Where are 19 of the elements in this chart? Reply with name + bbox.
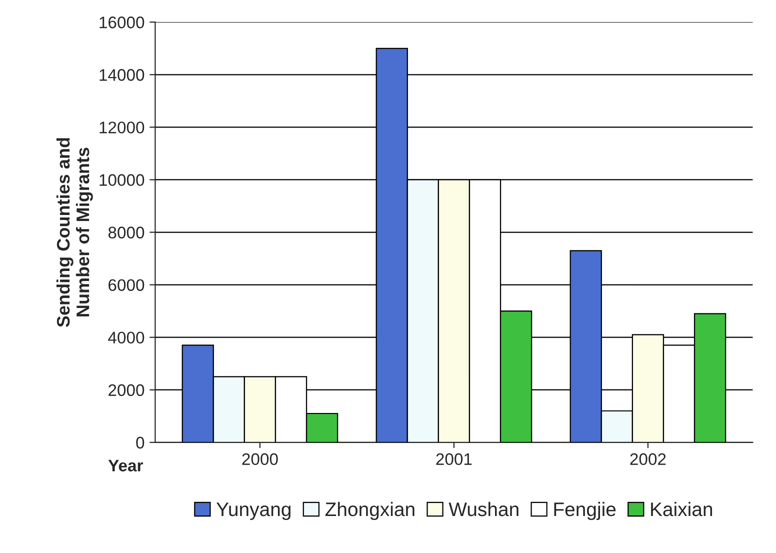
x-tick-label: 2002	[630, 453, 666, 466]
y-tick-label: 16000	[100, 16, 144, 28]
y-tick-label: 14000	[100, 69, 144, 81]
x-tick-label: 2000	[242, 453, 278, 466]
y-tick-label: 2000	[108, 384, 144, 396]
y-tick-label: 10000	[100, 174, 144, 186]
x-tick-label: 2001	[436, 453, 472, 466]
legend-label: Zhongxian	[325, 502, 414, 520]
y-tick-label: 0	[136, 436, 144, 449]
y-axis-title: Sending Counties and Number of Migrants	[56, 138, 93, 328]
y-tick-label: 4000	[108, 332, 144, 344]
legend-label: Fengjie	[554, 502, 616, 520]
legend-label: Wushan	[448, 502, 518, 516]
y-tick-label: 6000	[108, 279, 144, 291]
legend-label: Yunyang	[216, 502, 290, 520]
text: Year	[108, 460, 143, 472]
y-tick-label: 8000	[108, 226, 144, 238]
y-tick-label: 12000	[100, 122, 144, 134]
legend-label: Kaixian	[651, 502, 712, 516]
